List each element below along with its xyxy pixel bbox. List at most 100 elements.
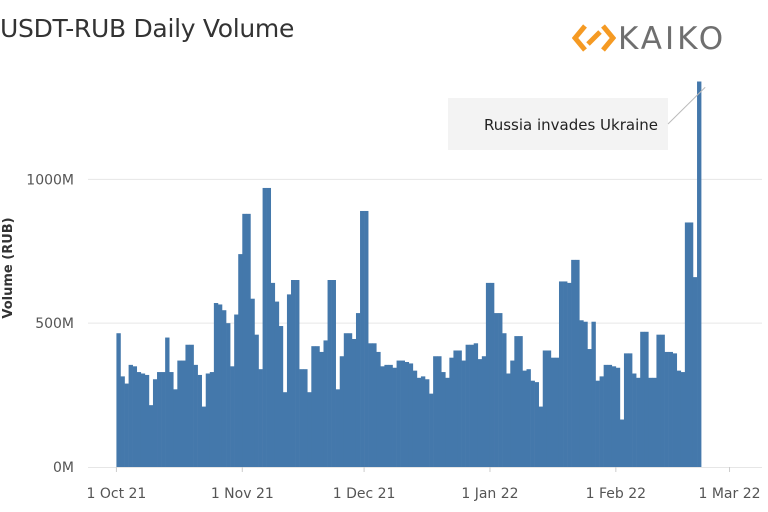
bar xyxy=(270,282,276,467)
bar xyxy=(408,363,414,467)
bar xyxy=(623,353,629,467)
bar xyxy=(550,357,556,467)
bar xyxy=(120,376,125,467)
bar xyxy=(575,259,580,467)
bar xyxy=(242,213,247,467)
bar xyxy=(335,389,341,467)
bar xyxy=(688,222,694,467)
bar xyxy=(360,210,365,467)
bar xyxy=(351,338,357,467)
bar xyxy=(437,356,442,467)
bar xyxy=(396,360,401,467)
bar xyxy=(274,301,280,467)
bar xyxy=(291,280,296,467)
bar xyxy=(429,393,434,467)
x-tick-label: 1 Mar 22 xyxy=(698,486,760,502)
bar xyxy=(327,280,332,467)
bar xyxy=(124,383,129,467)
bar xyxy=(364,210,369,467)
bar xyxy=(485,282,491,467)
bar xyxy=(169,372,174,467)
bar xyxy=(392,367,397,467)
bar xyxy=(558,281,564,467)
bar xyxy=(319,351,324,467)
bar xyxy=(343,333,349,467)
bar xyxy=(522,370,527,467)
bar xyxy=(307,392,312,467)
bar xyxy=(502,333,507,467)
bar xyxy=(128,364,133,467)
bar xyxy=(165,337,170,467)
bar xyxy=(234,314,239,467)
bar xyxy=(583,321,588,467)
bar xyxy=(254,334,259,467)
bar xyxy=(238,254,243,467)
bar xyxy=(295,280,300,467)
bar xyxy=(205,373,211,467)
bar xyxy=(676,370,682,467)
x-tick-label: 1 Nov 21 xyxy=(211,486,274,502)
bar xyxy=(144,374,150,467)
logo-text: KAIKO xyxy=(618,21,727,57)
annotation-leader xyxy=(667,86,706,125)
bar xyxy=(185,344,190,467)
bar xyxy=(506,373,511,467)
bar xyxy=(636,377,641,467)
bar xyxy=(587,349,592,467)
x-tick-label: 1 Jan 22 xyxy=(461,486,518,502)
bar xyxy=(250,298,255,467)
bar xyxy=(595,380,600,467)
bar xyxy=(161,372,166,467)
x-axis: 1 Oct 21 1 Nov 21 1 Dec 21 1 Jan 22 1 Feb 22… xyxy=(87,467,761,502)
bar xyxy=(282,392,288,467)
bar xyxy=(181,360,186,467)
bar xyxy=(611,366,617,467)
bar xyxy=(619,419,625,467)
bar xyxy=(376,351,381,467)
bar xyxy=(692,277,698,467)
bar xyxy=(461,360,466,467)
kaiko-logo-icon xyxy=(572,24,616,52)
bar xyxy=(400,360,405,467)
bar xyxy=(469,344,475,467)
bar xyxy=(530,380,535,467)
bar xyxy=(445,377,450,467)
bar xyxy=(603,364,609,467)
bar xyxy=(628,353,633,467)
bar xyxy=(514,336,519,467)
bar xyxy=(518,336,523,467)
bar xyxy=(489,282,495,467)
bar xyxy=(607,364,613,467)
bar xyxy=(481,356,487,467)
bar xyxy=(323,340,328,467)
bar xyxy=(193,364,198,467)
bar xyxy=(246,213,251,467)
y-axis-title: Volume (RUB) xyxy=(1,217,16,318)
bar xyxy=(546,350,552,467)
bar xyxy=(684,222,690,467)
bar xyxy=(157,372,162,467)
bar xyxy=(554,357,560,467)
bar xyxy=(579,320,584,467)
bar xyxy=(339,356,345,467)
bar xyxy=(266,187,272,467)
bar xyxy=(591,321,596,467)
bar xyxy=(209,372,215,467)
y-tick-label: 0M xyxy=(53,460,74,476)
bar xyxy=(404,361,410,467)
bar xyxy=(177,360,182,467)
gridlines xyxy=(88,178,762,468)
bar xyxy=(498,313,503,467)
bar xyxy=(567,282,572,467)
bar xyxy=(433,356,438,467)
bar xyxy=(140,373,146,467)
bar xyxy=(201,406,207,467)
bar xyxy=(668,351,673,467)
bar xyxy=(303,369,308,467)
bar xyxy=(652,377,657,467)
bar xyxy=(494,313,499,467)
bar xyxy=(510,360,515,467)
bar xyxy=(680,372,686,467)
bar xyxy=(372,343,377,467)
